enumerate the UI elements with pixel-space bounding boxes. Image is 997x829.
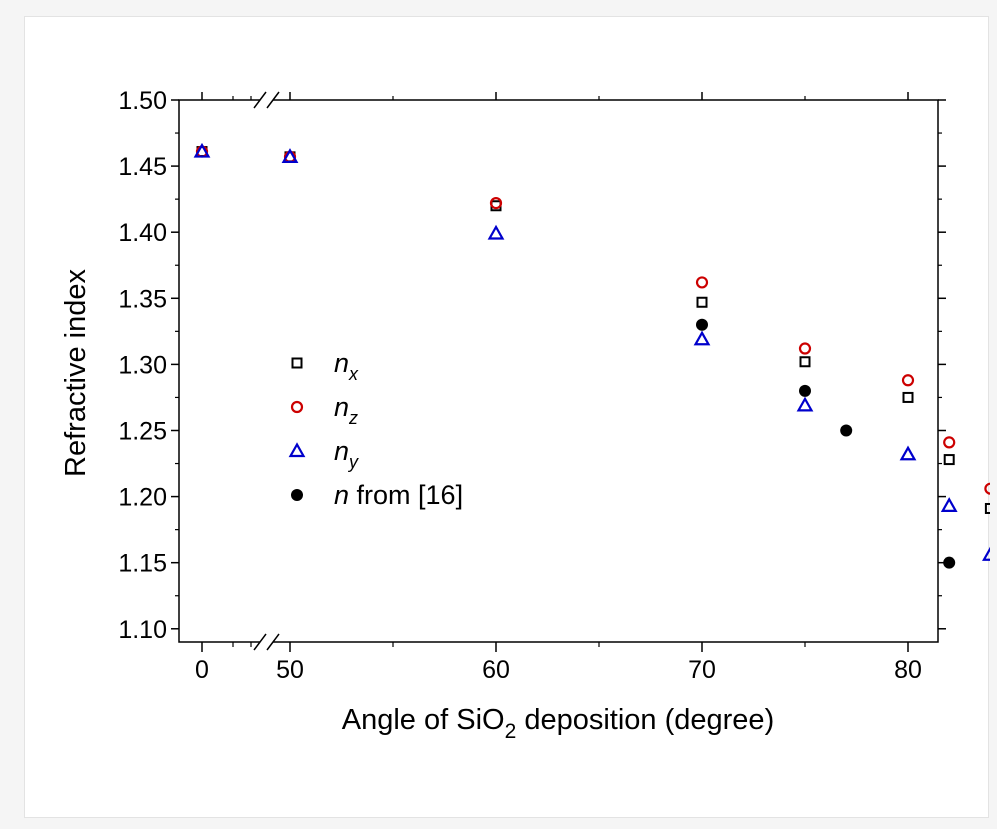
x-axis-label-main: Angle of SiO [342, 704, 505, 736]
x-axis-label-rest: deposition (degree) [516, 704, 774, 736]
data-point-n-z [943, 436, 956, 449]
y-axis-label: Refractive index [60, 269, 92, 477]
legend-label: n from [16] [334, 480, 463, 510]
axis-break-gap [260, 95, 273, 105]
figure-panel: 1.10 1.15 1.20 1.25 1.30 1.35 1.40 1.45 1.50 0 50… [24, 16, 990, 818]
data-point-n-from-16 [696, 318, 708, 331]
data-point-n-x [943, 454, 955, 466]
y-tick-label: 1.30 [118, 351, 167, 379]
legend-label-symbol: n [334, 480, 349, 510]
axis-break-gap [260, 637, 273, 647]
y-tick-label: 1.20 [118, 484, 167, 512]
data-point-n-y [940, 497, 958, 512]
legend-label-subscript: x [348, 364, 359, 384]
legend-label-symbol: n [334, 392, 349, 422]
data-point-n-from-16 [840, 424, 853, 437]
data-point-n-z [695, 276, 709, 289]
legend-label-symbol: n [334, 436, 349, 466]
x-axis-label-subscript: 2 [505, 720, 517, 743]
x-tick-label: 0 [195, 656, 209, 684]
scatter-chart: 1.10 1.15 1.20 1.25 1.30 1.35 1.40 1.45 1.50 0 50… [60, 87, 990, 743]
y-tick-label: 1.50 [118, 87, 167, 115]
data-point-n-from-16 [943, 556, 956, 569]
y-tick-label: 1.25 [118, 417, 167, 445]
data-point-n-z [489, 197, 503, 210]
y-axis: 1.10 1.15 1.20 1.25 1.30 1.35 1.40 1.45 1.50 [118, 87, 946, 644]
axis-break-mark [266, 91, 280, 109]
x-axis-label: Angle of SiO2 deposition (degree) [342, 704, 774, 743]
data-point-n-z [798, 342, 812, 355]
x-tick-label: 50 [276, 656, 304, 684]
data-point-n-from-16 [799, 384, 811, 397]
plot-frame [178, 99, 939, 643]
axis-break-mark [253, 91, 267, 109]
x-axis: 05060708090 [195, 91, 922, 684]
legend-label-text: from [16] [349, 480, 463, 510]
data-point-n-x [799, 356, 811, 368]
legend-label-subscript: z [348, 408, 358, 428]
y-tick-label: 1.35 [118, 285, 167, 313]
data-point-n-y [487, 224, 505, 240]
data-markers [193, 142, 990, 569]
y-tick-label: 1.45 [118, 153, 167, 181]
legend-label: nx [334, 348, 359, 384]
data-point-n-y [281, 148, 299, 163]
legend-marker [288, 442, 306, 458]
legend-label-subscript: y [347, 452, 359, 472]
x-tick-label: 70 [688, 656, 716, 684]
data-point-n-y [796, 396, 814, 412]
data-point-n-z [984, 482, 990, 495]
y-tick-label: 1.15 [118, 550, 167, 578]
legend-marker [291, 489, 303, 501]
x-tick-label: 80 [894, 656, 922, 684]
legend-label: nz [334, 392, 358, 428]
data-point-n-y [693, 330, 711, 346]
data-point-n-x [984, 502, 990, 514]
data-point-n-z [901, 374, 915, 387]
axis-break-mark [253, 633, 267, 651]
legend-label: ny [334, 436, 359, 472]
axis-break-mark [266, 633, 280, 651]
legend-marker [290, 400, 304, 414]
data-point-n-x [902, 391, 914, 403]
legend-marker [291, 357, 303, 369]
data-point-n-y [899, 445, 917, 461]
legend-label-symbol: n [334, 348, 349, 378]
data-point-n-x [696, 296, 708, 308]
y-tick-label: 1.10 [118, 616, 167, 644]
data-point-n-y [193, 142, 211, 158]
y-tick-label: 1.40 [118, 219, 167, 247]
data-point-n-y [982, 546, 990, 561]
x-tick-label: 60 [482, 656, 510, 684]
